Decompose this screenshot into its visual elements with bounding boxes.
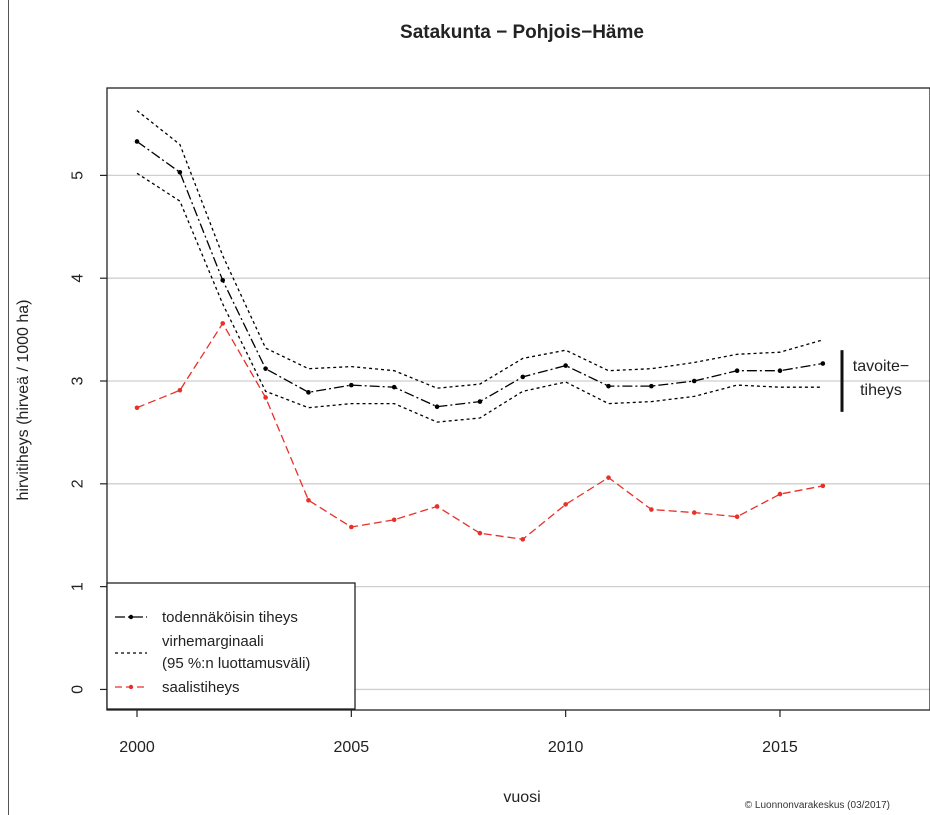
series-0-point [349,382,354,388]
y-axis-label: hirvitiheys (hirveä / 1000 ha) [15,300,32,501]
legend-entry-virhemarginaali: virhemarginaali (95 %:n luottamusväli) [115,633,310,672]
legend-entry-todennakoisin: todennäköisin tiheys [115,609,298,626]
series-0-point [520,374,526,380]
series-3-point [134,405,140,411]
series-0-point [649,383,654,389]
series-3-point [777,491,783,497]
x-tick-label-2005: 2005 [334,739,370,756]
legend-marker-todennakoisin [128,614,134,620]
series-3-point [434,504,440,509]
series-3-point [391,517,397,523]
y-tick-label-3: 3 [70,376,87,385]
series-0-point [306,390,311,395]
series-0-point [434,404,440,410]
series-1-line [136,110,823,389]
series-3-point [563,502,568,507]
gridlines [107,174,930,691]
series-0-point [606,383,611,389]
series-3-point [649,507,654,512]
x-tick-label-2010: 2010 [548,739,584,756]
series-0-point [734,368,740,374]
chart-title: Satakunta − Pohjois−Häme [400,22,644,43]
series-0-line [136,140,823,408]
series-3-point [263,395,268,400]
series-3-point [606,475,611,480]
page-left-border [8,0,9,815]
series [134,110,826,542]
series-3-point [306,497,311,503]
legend-box [106,582,356,710]
target-band: tavoite− tiheys [840,350,909,412]
plot-frame [106,87,930,711]
x-axis-label: vuosi [503,789,540,806]
series-3-point [349,524,354,530]
series-3-point [520,537,526,542]
y-tick-label-4: 4 [70,274,87,283]
series-0-point [391,384,397,390]
series-3-point [220,321,226,326]
legend-entry-saalistiheys: saalistiheys [115,679,240,696]
series-2-line [136,172,823,423]
series-3-line [136,322,823,540]
legend-label-saalistiheys: saalistiheys [162,679,240,696]
series-3-point [734,514,740,520]
copyright-note: © Luonnonvarakeskus (03/2017) [745,800,890,811]
legend-label-virhemarginaali: virhemarginaali [162,633,264,650]
y-tick-label-1: 1 [70,582,87,591]
series-0-point [691,378,697,384]
series-0-point [563,363,568,368]
series-0-point [134,139,140,144]
y-tick-label-2: 2 [70,479,87,488]
series-3-point [477,530,483,536]
y-tick-label-0: 0 [70,685,87,694]
series-0-point [477,399,483,404]
series-3-point [820,483,826,489]
series-0-point [220,277,226,283]
x-tick-label-2000: 2000 [119,739,155,756]
series-0-point [820,361,826,366]
legend: todennäköisin tiheys virhemarginaali (95… [106,582,356,710]
series-0-point [263,366,268,371]
y-tick-label-5: 5 [70,171,87,180]
series-0-point [177,170,183,175]
axes: 0 1 2 3 4 5 2000 2005 2010 2015 [70,171,798,756]
legend-label-virhemarginaali-2: (95 %:n luottamusväli) [162,655,310,672]
x-tick-label-2015: 2015 [762,739,798,756]
series-0-point [777,368,783,374]
legend-marker-saalistiheys [128,684,134,690]
legend-label-todennakoisin: todennäköisin tiheys [162,609,298,626]
target-label-line2: tiheys [860,382,902,399]
series-3-point [691,510,697,515]
target-label-line1: tavoite− [853,358,909,375]
series-3-point [177,387,183,393]
